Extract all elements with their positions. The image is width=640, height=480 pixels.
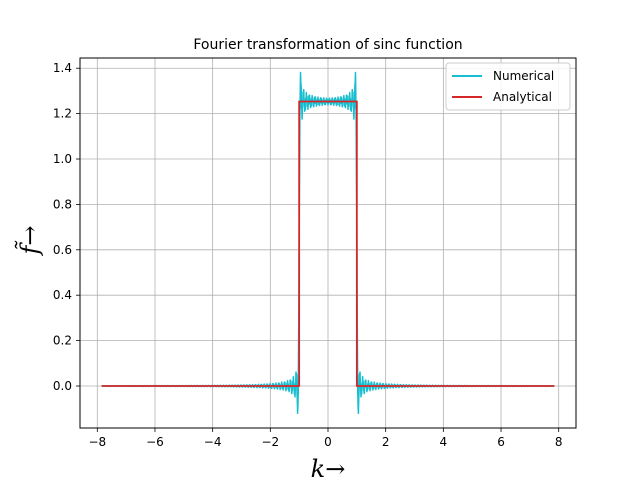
legend-label-analytical: Analytical [493, 90, 552, 104]
y-tick-label: 0.8 [53, 197, 72, 211]
y-tick-label: 1.0 [53, 152, 72, 166]
y-tick-label: 0.4 [53, 288, 72, 302]
legend-label-numerical: Numerical [493, 69, 554, 83]
y-tick-label: 0.0 [53, 379, 72, 393]
chart-title: Fourier transformation of sinc function [193, 37, 462, 53]
x-tick-label: 4 [440, 435, 448, 449]
x-tick-label: 6 [497, 435, 505, 449]
plot-lines [101, 71, 555, 415]
x-axis-label: k→ [311, 455, 346, 480]
legend: Numerical Analytical [445, 62, 571, 111]
y-tick-label: 1.2 [53, 107, 72, 121]
x-tick-label: 2 [382, 435, 390, 449]
y-axis-label: f̃→ [15, 226, 44, 257]
x-tick-label: 0 [324, 435, 332, 449]
x-tick-label: 8 [555, 435, 563, 449]
x-tick-label: −8 [88, 435, 106, 449]
ticks: −8 −6 −4 −2 0 2 4 6 8 0.0 0.2 0.4 0.6 0.8 1.0 1.2 1.4 [53, 61, 563, 449]
x-tick-label: −4 [204, 435, 222, 449]
y-tick-label: 1.4 [53, 61, 72, 75]
y-tick-label: 0.2 [53, 334, 72, 348]
legend-box [445, 62, 571, 111]
y-tick-label: 0.6 [53, 243, 72, 257]
x-tick-label: −2 [261, 435, 279, 449]
series-line-analytical [101, 100, 555, 387]
x-tick-label: −6 [146, 435, 164, 449]
